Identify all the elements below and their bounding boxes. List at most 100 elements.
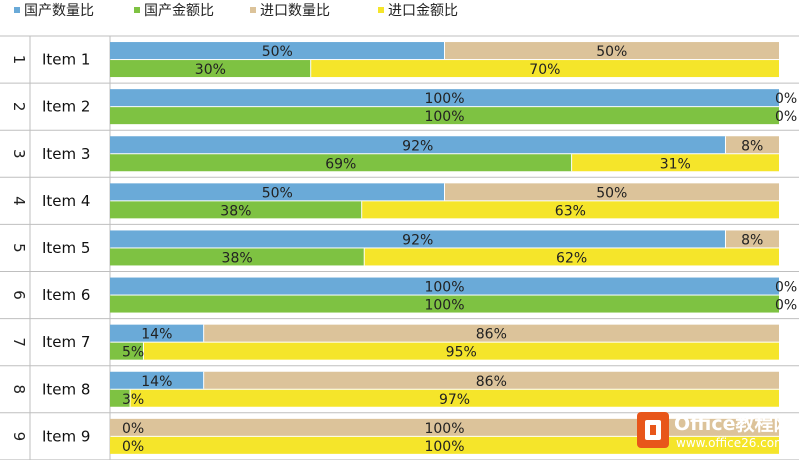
data-label-import-amount: 70% [529,62,560,78]
bar-domestic-quantity [110,42,445,60]
data-label-domestic-amount: 100% [424,298,464,314]
bar-import-quantity [110,418,779,436]
data-label-import-quantity: 50% [596,44,627,60]
row-number: 3 [10,149,28,159]
category-label: Item 6 [42,286,90,304]
chart-row: 9 Item 9 0% 100% 0% 100% [10,418,779,455]
category-label: Item 1 [42,51,90,69]
bar-domestic-amount [110,154,572,172]
legend-swatch-import_amount [378,7,384,13]
data-label-domestic-amount: 3% [122,392,144,408]
bar-import-amount [110,436,779,454]
row-number: 1 [10,55,28,65]
bar-import-quantity [203,371,779,389]
data-label-import-amount: 62% [556,250,587,266]
bar-import-quantity [725,230,779,248]
data-label-import-amount: 100% [424,439,464,455]
data-label-domestic-amount: 0% [122,439,144,455]
bar-import-quantity [444,42,779,60]
data-label-domestic-amount: 38% [222,250,253,266]
data-label-domestic-quantity: 92% [402,138,433,154]
bar-domestic-amount [110,389,131,407]
row-number: 8 [10,384,28,394]
watermark-url: www.office26.com [676,436,786,450]
chart-row: 7 Item 7 14% 86% 5% 95% [10,324,779,361]
bar-domestic-quantity [110,371,204,389]
legend-label-import_amount: 进口金额比 [388,3,458,19]
bar-domestic-quantity [110,230,726,248]
data-label-domestic-amount: 100% [424,109,464,125]
bar-domestic-amount [110,248,365,266]
category-label: Item 5 [42,239,90,257]
legend-label-domestic_amount: 国产金额比 [144,3,214,19]
data-label-domestic-amount: 38% [220,203,251,219]
legend-swatch-domestic_quantity [14,7,20,13]
data-label-domestic-quantity: 50% [262,44,293,60]
bar-domestic-quantity [110,324,204,342]
data-label-domestic-quantity: 50% [262,185,293,201]
bar-import-amount [143,342,779,360]
bar-domestic-amount [110,107,779,125]
bar-import-quantity [203,324,779,342]
row-number: 6 [10,290,28,300]
bar-import-amount [364,248,779,266]
bar-domestic-quantity [110,277,779,295]
bar-domestic-amount [110,201,362,219]
legend: 国产数量比 国产金额比 进口数量比 进口金额比 [14,3,458,19]
data-label-import-amount: 0% [775,298,797,314]
category-label: Item 3 [42,145,90,163]
data-label-import-quantity: 86% [476,327,507,343]
data-label-domestic-amount: 5% [122,345,144,361]
data-label-domestic-quantity: 100% [424,280,464,296]
data-label-import-quantity: 8% [741,232,763,248]
chart-row: 5 Item 5 92% 8% 38% 62% [10,230,779,266]
legend-swatch-domestic_amount [134,7,140,13]
legend-label-domestic_quantity: 国产数量比 [24,3,94,19]
data-label-domestic-quantity: 0% [122,421,144,437]
chart-row: 4 Item 4 50% 50% 38% 63% [10,183,779,219]
data-label-import-quantity: 86% [476,374,507,390]
chart-row: 6 Item 6 100% 0% 100% 0% [10,277,797,314]
category-label: Item 4 [42,192,90,210]
data-label-domestic-quantity: 14% [141,327,172,343]
bar-domestic-quantity [110,136,726,154]
row-number: 5 [10,243,28,253]
chart-row: 1 Item 1 50% 50% 30% 70% [10,42,779,78]
bar-domestic-amount [110,60,311,78]
legend-label-import_quantity: 进口数量比 [260,3,330,19]
chart-row: 2 Item 2 100% 0% 100% 0% [10,89,797,125]
data-label-import-quantity: 0% [775,280,797,296]
plot-area: 1 Item 1 50% 50%30% 70%2 Item 2 100% 0%100% 0%3 I… [10,42,797,455]
data-label-domestic-quantity: 14% [141,374,172,390]
bar-domestic-quantity [110,89,779,107]
legend-swatch-import_quantity [250,7,256,13]
bar-import-amount [361,201,779,219]
bar-import-amount [130,389,779,407]
bar-domestic-amount [110,342,144,360]
data-label-domestic-amount: 69% [325,156,356,172]
data-label-import-amount: 95% [446,345,477,361]
data-label-import-amount: 0% [775,109,797,125]
row-number: 4 [10,196,28,206]
chart-row: 8 Item 8 14% 86% 3% 97% [10,371,779,408]
data-label-domestic-quantity: 92% [402,232,433,248]
watermark: Office教程网 www.office26.com [637,412,793,450]
data-label-import-quantity: 8% [741,138,763,154]
data-label-import-amount: 63% [555,203,586,219]
category-label: Item 8 [42,380,90,398]
chart-row: 3 Item 3 92% 8% 69% 31% [10,136,779,172]
data-label-domestic-quantity: 100% [424,91,464,107]
data-label-import-quantity: 0% [775,91,797,107]
row-number: 2 [10,102,28,112]
data-label-import-amount: 97% [439,392,470,408]
watermark-brand: Office教程网 [674,412,793,435]
bar-import-amount [310,60,779,78]
data-label-import-amount: 31% [660,156,691,172]
bar-domestic-amount [110,295,779,313]
data-label-import-quantity: 50% [596,185,627,201]
category-label: Item 7 [42,333,90,351]
row-number: 9 [10,432,28,442]
data-label-import-quantity: 100% [424,421,464,437]
bar-import-quantity [444,183,779,201]
row-number: 7 [10,337,28,347]
